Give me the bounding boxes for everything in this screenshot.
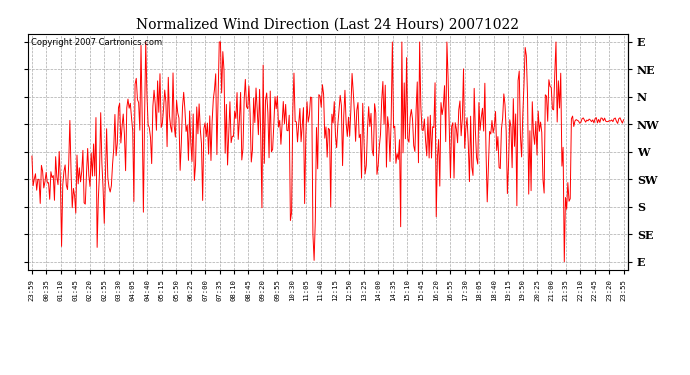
Title: Normalized Wind Direction (Last 24 Hours) 20071022: Normalized Wind Direction (Last 24 Hours…	[136, 17, 520, 31]
Text: Copyright 2007 Cartronics.com: Copyright 2007 Cartronics.com	[30, 39, 161, 48]
